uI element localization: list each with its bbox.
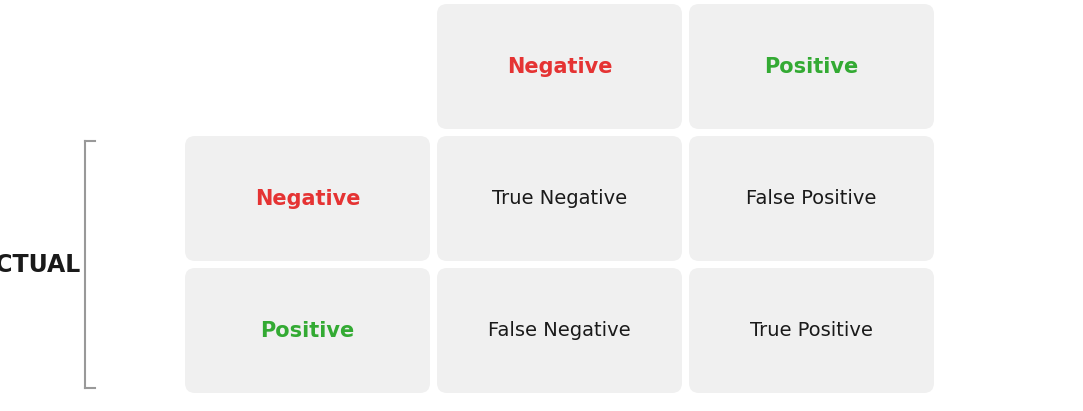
Text: False Positive: False Positive — [746, 189, 876, 208]
FancyBboxPatch shape — [689, 4, 934, 129]
FancyBboxPatch shape — [438, 136, 682, 261]
Text: Negative: Negative — [255, 189, 361, 208]
Text: ACTUAL: ACTUAL — [0, 252, 81, 277]
Text: Positive: Positive — [260, 321, 354, 340]
Text: Negative: Negative — [507, 56, 612, 76]
Text: True Positive: True Positive — [751, 321, 873, 340]
FancyBboxPatch shape — [185, 268, 430, 393]
FancyBboxPatch shape — [689, 136, 934, 261]
FancyBboxPatch shape — [689, 268, 934, 393]
FancyBboxPatch shape — [438, 4, 682, 129]
Text: True Negative: True Negative — [492, 189, 627, 208]
FancyBboxPatch shape — [438, 268, 682, 393]
Text: Positive: Positive — [765, 56, 859, 76]
FancyBboxPatch shape — [185, 136, 430, 261]
Text: False Negative: False Negative — [488, 321, 630, 340]
